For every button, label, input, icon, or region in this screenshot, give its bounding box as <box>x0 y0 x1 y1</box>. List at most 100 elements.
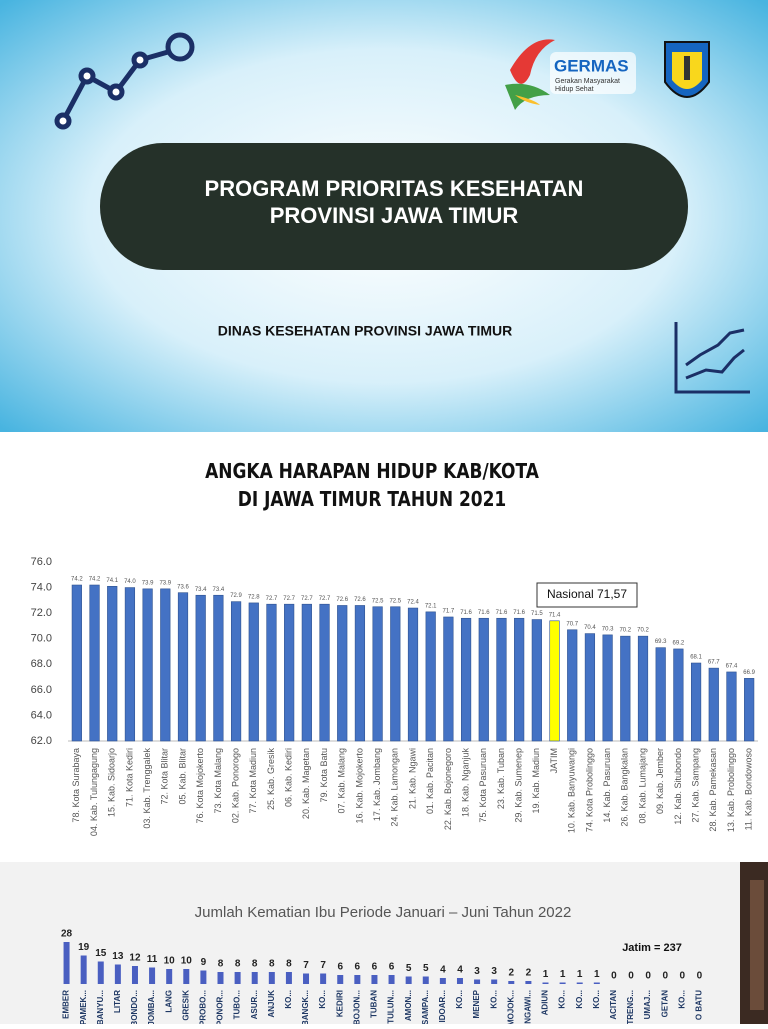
value-label: 73.9 <box>142 580 154 586</box>
bar <box>337 605 348 742</box>
bar <box>439 978 446 984</box>
x-tick-label: MOJOK... <box>506 990 515 1024</box>
x-tick-label: BANYU... <box>96 990 105 1024</box>
value-label: 4 <box>457 965 463 976</box>
bar <box>390 606 401 742</box>
logo-tagline: Gerakan Masyarakat <box>555 78 620 85</box>
bar <box>354 975 361 984</box>
bar <box>200 970 207 984</box>
chart-title: DI JAWA TIMUR TAHUN 2021 <box>238 489 507 512</box>
value-label: 6 <box>372 962 378 973</box>
value-label: 72.4 <box>407 600 419 606</box>
bar <box>251 972 258 984</box>
bar <box>456 978 463 984</box>
x-tick-label: 19. Kab. Madiun <box>531 748 541 814</box>
value-label: 74.2 <box>89 577 101 583</box>
value-label: 70.4 <box>584 625 596 631</box>
x-tick-label: BONDO... <box>130 990 139 1024</box>
annotation-box <box>536 582 638 608</box>
value-label: 8 <box>269 959 275 970</box>
bar <box>673 648 684 742</box>
bar <box>284 603 295 742</box>
value-label: 68.1 <box>690 655 702 661</box>
chart-title: ANGKA HARAPAN HIDUP KAB/KOTA <box>205 461 539 484</box>
x-tick-label: BOJON... <box>352 990 361 1024</box>
x-tick-label: O BATU <box>695 990 704 1020</box>
bar <box>478 617 489 742</box>
value-label: 67.7 <box>708 660 720 666</box>
bar <box>531 619 542 742</box>
slide-title: PROGRAM PRIORITAS KESEHATAN <box>205 176 584 201</box>
x-tick-label: BANGK... <box>301 990 310 1024</box>
bar <box>234 972 241 984</box>
x-tick-label: 12. Kab. Situbondo <box>673 748 683 825</box>
bar <box>637 635 649 742</box>
bar <box>514 617 525 742</box>
x-tick-label: PONOR... <box>216 990 225 1024</box>
x-tick-label: 74. Kota Probolinggo <box>584 748 594 832</box>
x-tick-label: 15. Kab. Sidoarjo <box>107 748 117 817</box>
chart-icon <box>674 322 750 394</box>
x-tick-label: MENEP <box>472 989 481 1018</box>
value-label: 72.6 <box>354 597 366 603</box>
bar <box>166 969 173 984</box>
value-label: 71.7 <box>443 609 455 615</box>
value-label: 2 <box>509 968 515 979</box>
bar <box>525 981 532 984</box>
bar <box>107 585 118 742</box>
y-tick-label: 64.0 <box>31 709 52 721</box>
x-tick-label: 24. Kab. Lamongan <box>390 748 400 827</box>
x-tick-label: PAMEK... <box>79 990 88 1024</box>
x-tick-label: 11. Kab. Bondowoso <box>744 748 754 830</box>
x-tick-label: TRENG... <box>626 990 635 1024</box>
value-label: 69.3 <box>655 639 667 645</box>
value-label: 7 <box>303 960 309 971</box>
bar <box>496 617 507 742</box>
y-tick-label: 72.0 <box>31 607 52 619</box>
value-label: 70.3 <box>602 626 614 632</box>
x-tick-label: 17. Kab. Jombang <box>372 748 382 821</box>
x-tick-label: ADIUN <box>541 990 550 1016</box>
bar <box>114 964 121 984</box>
x-tick-label: TUBO... <box>233 990 242 1019</box>
x-tick-label: ANJUK <box>267 990 276 1018</box>
value-label: 70.2 <box>619 628 631 634</box>
value-label: 72.7 <box>301 596 313 602</box>
x-tick-label: KO... <box>558 990 567 1009</box>
bar <box>63 942 70 984</box>
x-tick-label: JATIM <box>549 748 559 773</box>
value-label: 71.6 <box>478 610 490 616</box>
x-tick-label: KO... <box>592 990 601 1009</box>
bar <box>744 678 755 742</box>
value-label: 5 <box>423 963 429 974</box>
bar <box>655 647 666 742</box>
value-label: 70.2 <box>637 628 649 634</box>
value-label: 6 <box>389 962 395 973</box>
x-tick-label: LITAR <box>113 990 122 1013</box>
value-label: 12 <box>129 953 141 964</box>
bar <box>285 972 292 984</box>
x-tick-label: 20. Kab. Magetan <box>301 748 311 819</box>
y-tick-label: 70.0 <box>31 633 52 645</box>
y-tick-label: 76.0 <box>31 556 52 568</box>
value-label: 71.5 <box>531 611 543 617</box>
x-tick-label: SAMPA... <box>421 990 430 1024</box>
y-tick-label: 68.0 <box>31 658 52 670</box>
x-tick-label: 78. Kota Surabaya <box>71 748 81 823</box>
value-label: 67.4 <box>726 664 738 670</box>
x-tick-label: 28. Kab. Pamekasan <box>708 748 718 832</box>
value-label: 8 <box>252 959 258 970</box>
bar <box>388 975 395 984</box>
x-tick-label: 77. Kota Madiun <box>248 748 258 814</box>
x-tick-label: IDOAR... <box>438 990 447 1022</box>
photo-detail <box>750 880 764 1010</box>
x-tick-label: 03. Kab. Trenggalek <box>142 748 152 829</box>
value-label: 74.1 <box>106 578 118 584</box>
value-label: 71.6 <box>513 610 525 616</box>
chart2: Jumlah Kematian Ibu Periode Januari – Ju… <box>61 904 704 1024</box>
x-tick-label: 06. Kab. Kediri <box>284 748 294 807</box>
value-label: 0 <box>645 971 651 982</box>
x-tick-label: 01. Kab. Pacitan <box>425 748 435 814</box>
bar <box>474 979 481 984</box>
